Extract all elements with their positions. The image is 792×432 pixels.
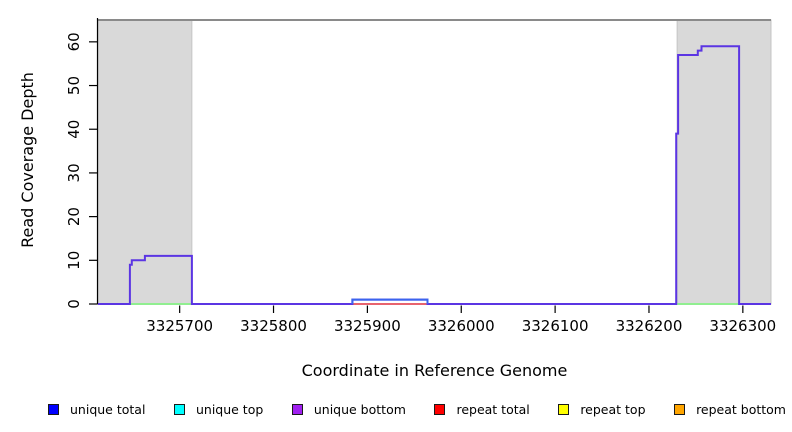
legend-item-label: repeat top bbox=[580, 401, 646, 417]
x-tick-label: 3326100 bbox=[522, 317, 589, 335]
unique-total-bump-line bbox=[351, 298, 429, 304]
x-tick-label: 3326200 bbox=[616, 317, 683, 335]
legend-swatch-icon bbox=[434, 403, 446, 415]
y-tick-label: 40 bbox=[65, 120, 83, 139]
y-tick-label: 20 bbox=[65, 207, 83, 226]
y-tick-label: 60 bbox=[65, 32, 83, 51]
legend-item-label: repeat bottom bbox=[696, 401, 786, 417]
y-tick-label: 30 bbox=[65, 163, 83, 182]
coverage-plot-svg: 0 10 20 30 40 50 60 3325700 3325800 3325900 332600… bbox=[18, 18, 776, 380]
x-tick-label: 3326000 bbox=[428, 317, 495, 335]
x-tick-label: 3325700 bbox=[146, 317, 213, 335]
shaded-region bbox=[97, 19, 193, 305]
legend-item: repeat top bbox=[558, 401, 646, 417]
legend-item-label: repeat total bbox=[456, 401, 530, 417]
legend-swatch-icon bbox=[173, 403, 185, 415]
legend-item-label: unique top bbox=[195, 401, 264, 417]
legend-item: repeat bottom bbox=[674, 402, 786, 417]
x-tick-label: 3325900 bbox=[334, 317, 401, 335]
legend-swatch-icon bbox=[558, 403, 570, 415]
legend-item-label: unique bottom bbox=[313, 401, 406, 417]
y-axis-label: Read Coverage Depth bbox=[18, 72, 37, 248]
x-tick-label: 3326300 bbox=[709, 317, 776, 335]
legend-swatch-icon bbox=[48, 403, 59, 415]
unique-coverage-step-line bbox=[98, 45, 771, 305]
y-tick-label: 50 bbox=[65, 76, 83, 95]
legend-item: repeat total bbox=[434, 401, 530, 417]
legend-swatch-icon bbox=[291, 403, 303, 415]
legend-item: unique top bbox=[173, 401, 264, 417]
shaded-region bbox=[676, 19, 772, 305]
legend-item-label: unique total bbox=[70, 401, 146, 417]
legend-item: unique bottom bbox=[291, 401, 406, 417]
legend-item: unique total bbox=[48, 402, 145, 417]
x-axis-label: Coordinate in Reference Genome bbox=[302, 361, 568, 380]
y-tick-label: 10 bbox=[65, 251, 83, 270]
legend: unique total unique top unique bottom repea… bbox=[48, 398, 786, 420]
legend-swatch-icon bbox=[674, 403, 686, 415]
x-tick-label: 3325800 bbox=[240, 317, 307, 335]
y-tick-label: 0 bbox=[65, 299, 83, 309]
